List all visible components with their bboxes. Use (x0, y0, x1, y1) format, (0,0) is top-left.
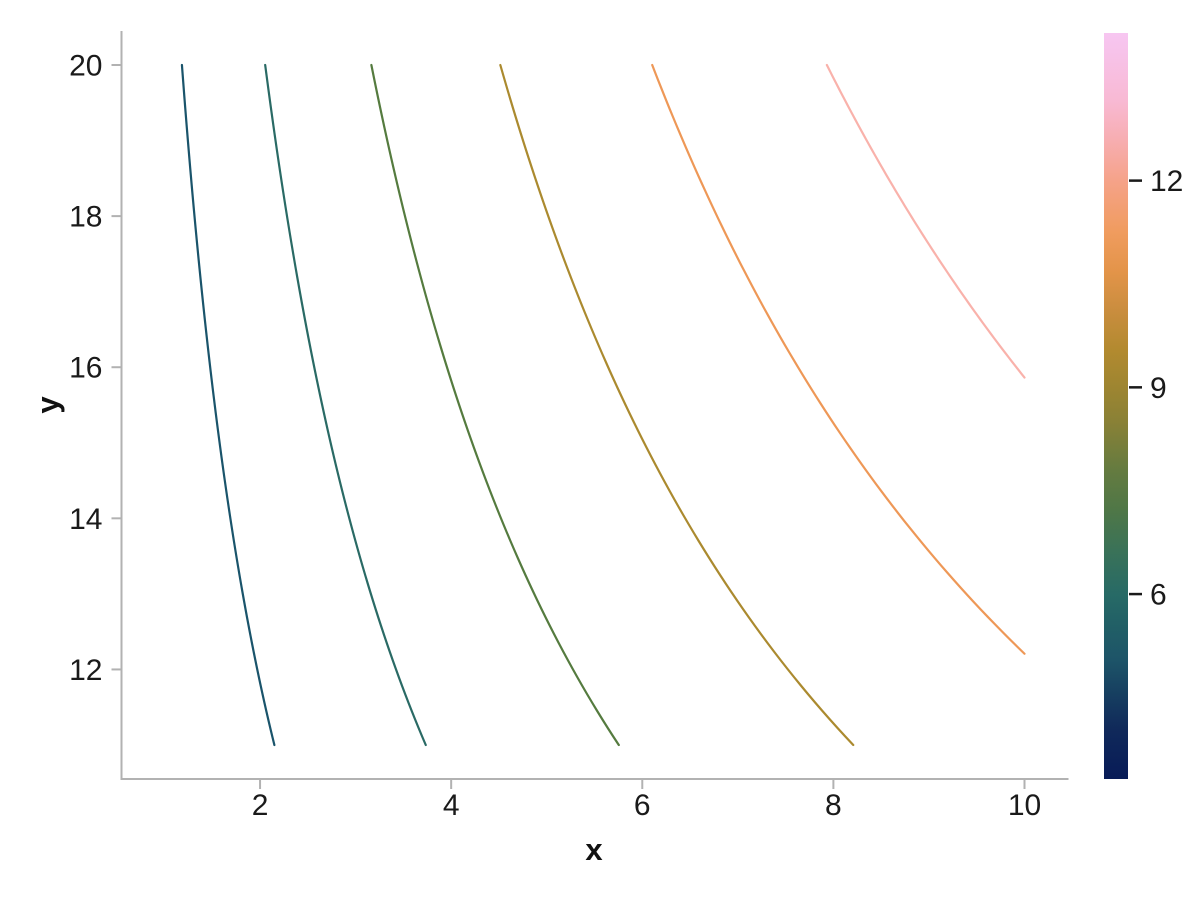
colorbar (1104, 33, 1128, 779)
y-tick-label: 20 (69, 50, 102, 83)
y-tick-label: 12 (69, 654, 102, 687)
y-axis-label: y (30, 396, 65, 414)
x-axis-label: x (585, 832, 603, 867)
contour-line (264, 63, 427, 747)
x-tick-label: 8 (825, 789, 842, 822)
y-tick-label: 14 (69, 503, 102, 536)
y-tick-label: 18 (69, 201, 102, 234)
contour-line (499, 63, 855, 747)
colorbar-tick-label: 12 (1150, 165, 1183, 198)
colorbar-tick-label: 6 (1150, 579, 1167, 612)
contour-line (825, 63, 1026, 379)
y-tick-label: 16 (69, 352, 102, 385)
contour-line (180, 63, 276, 747)
x-tick-label: 10 (1008, 789, 1041, 822)
x-tick-label: 4 (443, 789, 460, 822)
contour-line (370, 63, 620, 747)
x-tick-label: 6 (634, 789, 651, 822)
x-tick-label: 2 (252, 789, 269, 822)
contour-line (651, 63, 1026, 655)
colorbar-tick-label: 9 (1150, 372, 1167, 405)
